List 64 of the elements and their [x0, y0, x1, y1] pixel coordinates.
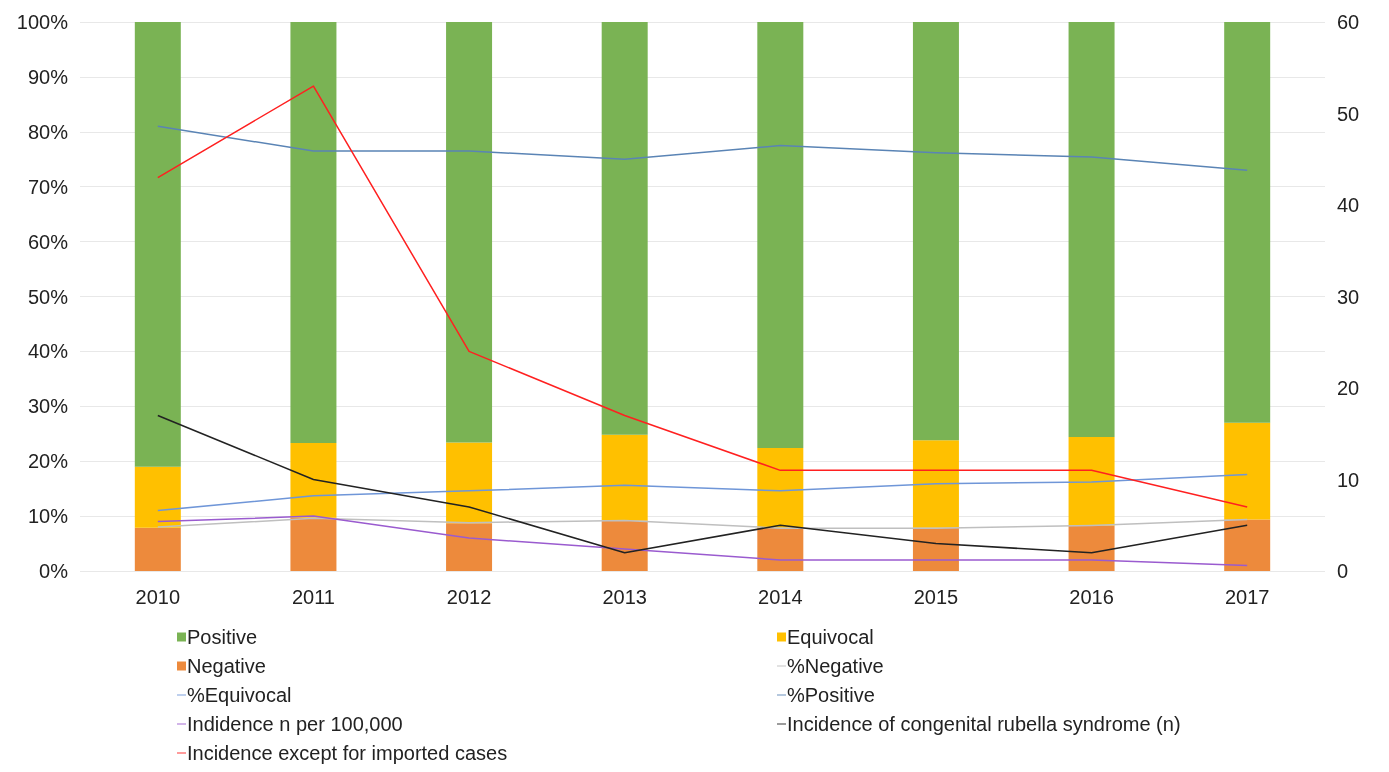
bar: [446, 442, 493, 524]
x-tick-label: 2013: [602, 586, 647, 608]
bar: [290, 517, 337, 571]
bar: [757, 448, 804, 528]
y-tick-label: 10%: [27, 505, 69, 528]
legend-label: %Positive: [787, 684, 875, 706]
bar: [1224, 422, 1271, 520]
y2-tick-label: 40: [1337, 194, 1360, 216]
x-tick-label: 2014: [758, 586, 803, 608]
y2-tick-label: 60: [1337, 11, 1360, 33]
line-series: [157, 85, 1248, 508]
legend-label: Positive: [187, 626, 258, 648]
y-tick-label: 50%: [27, 285, 69, 308]
bar: [290, 443, 337, 518]
x-tick-label: 2015: [913, 586, 959, 608]
bar: [1068, 22, 1115, 438]
y-tick-label: 100%: [16, 11, 69, 33]
legend-label: Equivocal: [787, 626, 874, 648]
y2-tick-label: 30: [1337, 285, 1360, 308]
legend-label: Indidence n per 100,000: [187, 713, 403, 735]
y-tick-label: 30%: [27, 395, 69, 418]
legend-label: Incidence except for imported cases: [187, 742, 508, 764]
x-tick-label: 2016: [1069, 586, 1114, 608]
line-series: [157, 414, 1248, 554]
x-tick-label: 2012: [446, 586, 492, 608]
bar: [601, 520, 648, 571]
bar: [1224, 22, 1271, 423]
legend-label: %Equivocal: [187, 684, 292, 706]
y-tick-label: 40%: [27, 340, 69, 363]
y-tick-label: 70%: [27, 175, 69, 198]
bar: [912, 440, 959, 528]
bar: [134, 22, 181, 467]
y-tick-label: 0%: [39, 560, 69, 582]
bar: [290, 22, 337, 444]
y2-tick-label: 10: [1337, 468, 1360, 491]
legend-label: Incidence of congenital rubella syndrome (n): [787, 713, 1181, 735]
y-tick-label: 90%: [27, 65, 69, 88]
y2-tick-label: 20: [1337, 377, 1360, 399]
x-tick-label: 2010: [135, 586, 181, 608]
bar: [757, 527, 804, 571]
bar: [601, 434, 648, 521]
bar: [134, 466, 181, 528]
bar: [446, 523, 493, 571]
y2-tick-label: 0: [1337, 560, 1349, 582]
line-series: [157, 473, 1248, 512]
bar: [134, 527, 181, 571]
bar: [1068, 437, 1115, 526]
bar: [1224, 519, 1271, 571]
bar: [1068, 525, 1115, 571]
legend-label: %Negative: [787, 655, 884, 677]
x-tick-label: 2017: [1224, 586, 1270, 608]
legend-label: Negative: [187, 655, 266, 677]
y-tick-label: 20%: [27, 450, 69, 473]
line-series: [157, 517, 1248, 529]
bar: [601, 22, 648, 435]
y2-tick-label: 50: [1337, 102, 1360, 125]
bar: [912, 22, 959, 441]
y-tick-label: 80%: [27, 120, 69, 143]
bar: [757, 22, 804, 449]
bar: [446, 22, 493, 443]
line-series: [157, 515, 1248, 567]
line-series: [157, 125, 1248, 171]
x-tick-label: 2011: [291, 586, 335, 608]
y-tick-label: 60%: [27, 230, 69, 253]
